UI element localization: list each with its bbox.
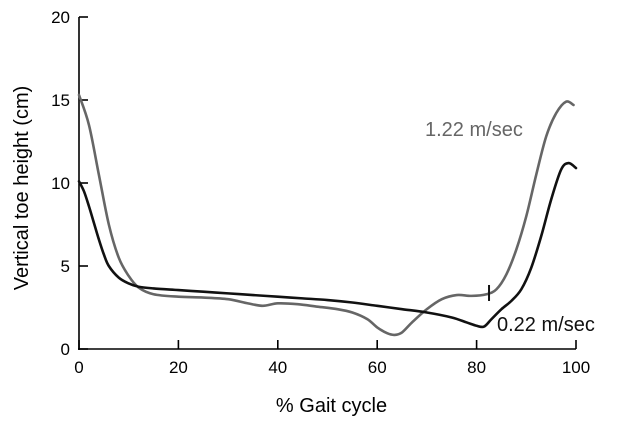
x-tick-label: 60	[368, 358, 387, 377]
x-tick-label: 20	[169, 358, 188, 377]
x-tick-label: 40	[268, 358, 287, 377]
series-layer	[77, 93, 578, 337]
y-tick-label: 0	[61, 340, 70, 359]
series-line-1	[77, 161, 578, 329]
y-tick-label: 5	[61, 257, 70, 276]
series-line-0	[77, 93, 575, 337]
y-tick-label: 20	[51, 8, 70, 27]
label-layer: % Gait cycle Vertical toe height (cm) 1.22…	[11, 86, 595, 417]
series-label-1: 0.22 m/sec	[497, 314, 595, 336]
axes-layer: 0 5 10 15 20 0 20 40 60 80 100	[51, 8, 590, 377]
x-axis-title: % Gait cycle	[276, 395, 387, 417]
y-tick-label: 15	[51, 91, 70, 110]
y-axis-title: Vertical toe height (cm)	[11, 86, 33, 291]
x-tick-label: 0	[74, 358, 83, 377]
x-tick-label: 100	[562, 358, 590, 377]
y-tick-label: 10	[51, 174, 70, 193]
x-tick-label: 80	[467, 358, 486, 377]
series-label-0: 1.22 m/sec	[425, 119, 523, 141]
